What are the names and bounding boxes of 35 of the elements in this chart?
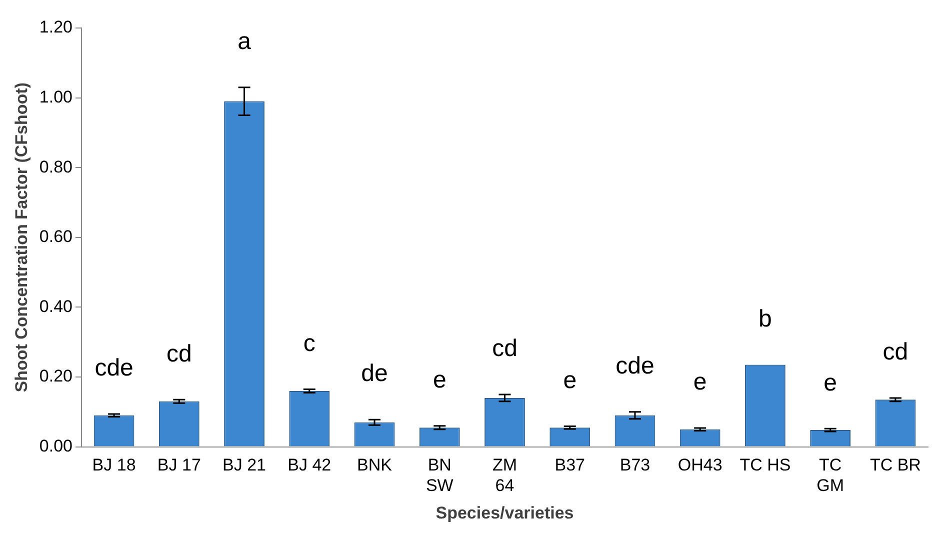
annotation: e — [824, 369, 838, 396]
y-tick-label: 0.80 — [39, 157, 72, 176]
annotation: e — [693, 368, 707, 396]
annotation: cd — [492, 335, 518, 362]
y-tick-label: 1.00 — [39, 87, 72, 106]
x-tick-label: BJ 17 — [157, 456, 201, 475]
x-tick-label: B73 — [620, 456, 650, 475]
annotation: e — [563, 366, 577, 394]
y-tick-label: 0.00 — [39, 436, 72, 456]
x-tick-label: BNK — [357, 456, 393, 475]
annotation: a — [238, 28, 252, 55]
x-tick-label: B37 — [554, 456, 585, 475]
x-tick-label: BJ 42 — [288, 456, 332, 475]
annotation: cde — [616, 352, 654, 380]
annotation: cde — [94, 354, 134, 382]
x-axis-title: Species/varieties — [436, 503, 574, 522]
x-tick-label: TC HS — [740, 456, 791, 475]
x-tick-label: ZM 64 — [492, 456, 518, 496]
y-tick-label: 0.20 — [39, 366, 72, 386]
y-tick-label: 0.60 — [39, 227, 72, 246]
y-axis-title: Shoot Concentration Factor (CFshoot) — [12, 82, 31, 392]
x-tick-label: TC BR — [870, 456, 921, 475]
annotation: de — [361, 360, 388, 388]
y-tick-label: 1.20 — [39, 18, 72, 37]
x-tick-label: OH43 — [678, 456, 722, 475]
x-tick-label: TC GM — [816, 456, 844, 496]
annotation: e — [432, 366, 446, 394]
annotation: cd — [166, 340, 192, 368]
x-tick-label: BN SW — [426, 456, 454, 496]
annotation: cd — [882, 338, 908, 366]
y-tick-label: 0.40 — [39, 296, 72, 316]
annotation: b — [758, 305, 772, 332]
x-tick-label: BJ 21 — [222, 456, 266, 475]
annotation: c — [303, 330, 316, 357]
x-tick-label: BJ 18 — [92, 456, 136, 475]
